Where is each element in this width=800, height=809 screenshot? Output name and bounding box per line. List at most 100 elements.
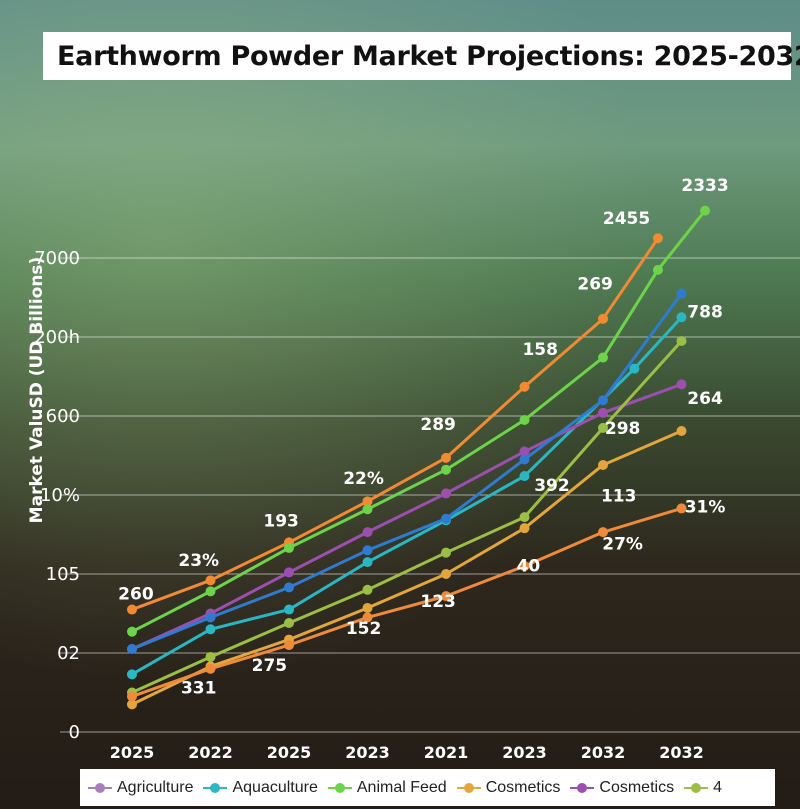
y-axis-label: Market ValuSD (UD Billions)	[27, 257, 47, 524]
data-point	[629, 363, 640, 374]
series-line	[131, 339, 683, 694]
data-point	[441, 464, 451, 475]
data-label: 27%	[602, 535, 643, 555]
data-point	[127, 699, 137, 710]
data-point	[205, 586, 216, 597]
legend-item: Aquaculture	[203, 778, 318, 797]
data-point	[598, 527, 608, 538]
data-point	[598, 407, 608, 418]
data-label: 113	[601, 486, 637, 506]
grid-lines	[60, 257, 800, 733]
legend-label: Cosmetics	[485, 778, 561, 796]
data-point	[652, 233, 663, 244]
legend-swatch	[327, 782, 352, 794]
data-point	[598, 313, 608, 324]
data-point	[676, 312, 687, 323]
data-point	[205, 651, 216, 662]
data-point	[362, 527, 373, 538]
data-point	[441, 547, 451, 558]
legend-swatch	[456, 782, 481, 794]
data-point	[362, 612, 373, 623]
data-point	[441, 513, 451, 524]
data-point	[127, 604, 137, 615]
data-point	[441, 591, 451, 602]
data-point	[441, 569, 451, 579]
data-label: 331	[181, 678, 217, 698]
data-point	[676, 426, 687, 437]
data-point	[598, 352, 608, 363]
data-label: 152	[346, 619, 382, 639]
data-label: 260	[118, 584, 154, 604]
x-tick-label: 2032	[659, 743, 704, 762]
series-lines	[127, 205, 711, 710]
data-point	[652, 264, 663, 275]
data-label: 158	[522, 340, 558, 360]
y-tick-label: 200h	[34, 327, 80, 348]
data-label: 788	[687, 302, 723, 322]
data-label: 289	[420, 415, 456, 435]
data-point	[519, 446, 530, 457]
legend-swatch	[684, 782, 709, 794]
legend-swatch	[203, 782, 228, 794]
legend-label: Agriculture	[117, 778, 194, 796]
x-tick-label: 2023	[345, 743, 390, 762]
x-tick-label: 2025	[110, 743, 155, 762]
legend-label: Aquaculture	[232, 778, 318, 796]
data-point	[598, 395, 608, 406]
series-line	[131, 506, 682, 698]
series-line	[131, 316, 683, 676]
data-point	[362, 602, 373, 613]
data-point	[519, 512, 530, 523]
data-point	[441, 488, 451, 499]
chart-title: Earthworm Powder Market Projections: 202…	[57, 40, 800, 72]
data-point	[284, 582, 294, 593]
data-point	[205, 663, 216, 674]
data-point	[284, 604, 294, 615]
data-point	[284, 542, 294, 553]
series-line	[131, 237, 660, 611]
legend-item: Agriculture	[88, 779, 193, 797]
data-point	[284, 617, 294, 628]
data-point	[205, 612, 216, 623]
data-point	[362, 504, 373, 515]
series-line	[131, 292, 683, 651]
data-point	[676, 379, 687, 390]
data-point	[519, 471, 530, 482]
legend-swatch	[570, 782, 595, 794]
data-point	[205, 575, 216, 586]
data-label: 22%	[343, 469, 384, 489]
legend-label: Cosmetics	[599, 778, 675, 796]
data-point	[362, 545, 373, 556]
data-label: 123	[420, 592, 456, 612]
legend: Agriculture Aquaculture Animal Feed Cosmeti…	[80, 769, 775, 806]
legend-item: Cosmetics	[456, 778, 561, 797]
data-point	[598, 422, 608, 433]
y-tick-label: 02	[57, 643, 80, 664]
data-label: 193	[263, 512, 299, 532]
data-label: 392	[534, 476, 570, 496]
y-tick-label: 600	[46, 406, 80, 427]
legend-item: Animal Feed	[327, 778, 447, 797]
data-point	[362, 496, 373, 507]
data-point	[519, 561, 530, 572]
data-label: 264	[687, 389, 723, 409]
series-line	[131, 429, 683, 706]
x-axis-ticks: 2025 2022 2025 2023 2021 2023 2032 2032	[110, 743, 704, 762]
y-tick-label: 7000	[34, 248, 80, 269]
x-tick-label: 2023	[502, 743, 547, 762]
chart-title-box: Earthworm Powder Market Projections: 202…	[43, 32, 800, 80]
data-point	[676, 503, 687, 514]
data-point	[519, 454, 530, 465]
data-label: 269	[577, 275, 613, 295]
data-point	[362, 584, 373, 595]
data-labels: 2333 2455 269 788 158 264 298 289 392 113 22% 31% 19…	[118, 176, 729, 698]
y-tick-label: 0	[69, 722, 80, 743]
data-point	[284, 567, 294, 578]
data-point	[519, 381, 530, 392]
data-point	[205, 624, 216, 635]
data-point	[284, 640, 294, 651]
data-point	[127, 626, 137, 637]
legend-label: Animal Feed	[356, 778, 447, 796]
y-tick-label: 10%	[40, 485, 80, 506]
